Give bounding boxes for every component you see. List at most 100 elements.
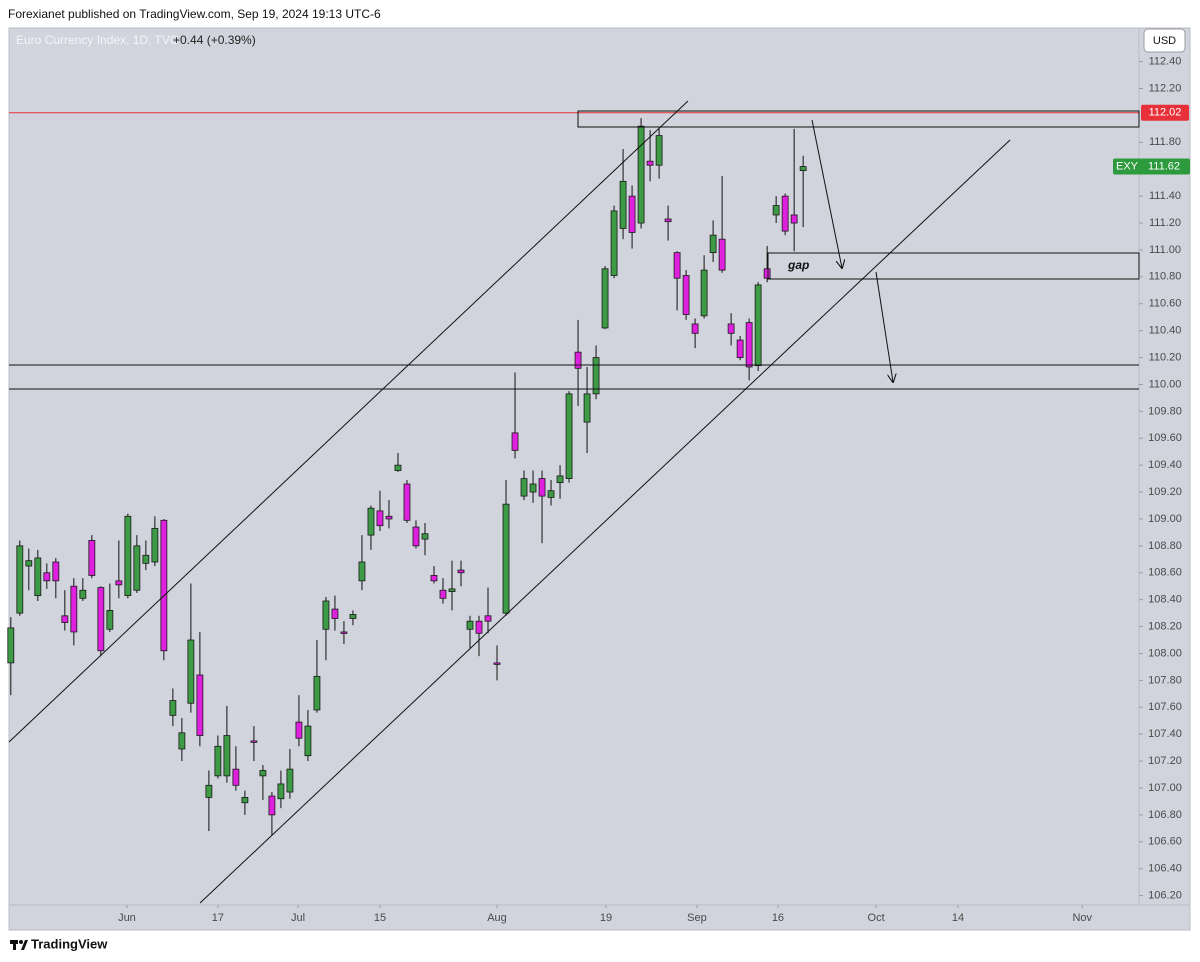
candle-body [727, 323, 735, 334]
y-tick-label: 109.20 [1148, 486, 1182, 498]
candle-body [592, 357, 600, 395]
candle-body [493, 662, 501, 665]
candle-body [547, 490, 555, 498]
channel-lower [199, 139, 1011, 904]
y-tick-label: 106.20 [1148, 889, 1182, 901]
candle-body [673, 252, 681, 279]
candle-body [34, 557, 42, 597]
candle-body [142, 554, 150, 564]
candle-body [52, 561, 60, 582]
candle-body [538, 478, 546, 497]
candle-body [115, 580, 123, 586]
arrow [875, 271, 893, 382]
candle-body [277, 783, 285, 800]
channel-upper [8, 100, 689, 743]
y-tick-label: 106.60 [1148, 836, 1182, 848]
logo-shape [19, 940, 23, 944]
high-level-label: 112.02 [1149, 107, 1182, 119]
candle-body [79, 589, 87, 599]
candle-body [88, 540, 96, 576]
candle-body [655, 135, 663, 166]
candle-body [520, 478, 528, 497]
y-tick-label: 107.80 [1148, 674, 1182, 686]
candle-body [61, 615, 69, 623]
candle-body [484, 615, 492, 622]
candle-body [295, 721, 303, 739]
candle-body [367, 507, 375, 536]
currency[interactable]: USD [1153, 35, 1176, 47]
candle-body [322, 600, 330, 630]
y-tick-label: 111.20 [1149, 217, 1181, 229]
x-tick-label: Oct [868, 912, 885, 924]
x-tick-label: Jul [291, 912, 305, 924]
candle-body [565, 393, 573, 480]
candle-body [313, 675, 321, 711]
y-tick-label: 107.00 [1148, 782, 1182, 794]
gap-zone [767, 252, 1140, 280]
candle-body [610, 210, 618, 276]
logo-shape [21, 940, 28, 950]
candle-body [25, 560, 33, 567]
y-tick-label: 112.40 [1149, 56, 1182, 68]
candle-body [187, 639, 195, 704]
y-tick-label: 110.60 [1149, 298, 1182, 310]
candle-body [196, 674, 204, 736]
candle-body [43, 572, 51, 582]
candle-body [178, 732, 186, 750]
candle-body [250, 740, 258, 743]
candle-body [349, 614, 357, 619]
y-tick-label: 109.40 [1148, 459, 1182, 471]
candle-body [385, 515, 393, 520]
candle-body [646, 160, 654, 166]
y-tick-label: 109.60 [1148, 432, 1182, 444]
candle-body [223, 735, 231, 777]
candle-body [799, 166, 807, 171]
candle-body [511, 432, 519, 451]
x-tick-label: 16 [772, 912, 784, 924]
candle-body [412, 526, 420, 547]
candle-body [466, 620, 474, 630]
candle-body [97, 587, 105, 652]
candle-body [430, 575, 438, 582]
y-tick-label: 110.80 [1149, 271, 1182, 283]
candle-body [619, 180, 627, 229]
candle-body [241, 796, 249, 804]
footer: TradingView [31, 936, 108, 951]
y-tick-label: 107.20 [1148, 755, 1182, 767]
drawings [8, 100, 1140, 904]
x-tick-label: 14 [952, 912, 964, 924]
candle-body [7, 627, 15, 664]
candle-body [394, 464, 402, 471]
candle-body [448, 588, 456, 592]
currency-button[interactable] [1143, 28, 1186, 53]
candle-body [214, 745, 222, 777]
logo-shape [13, 940, 16, 950]
gap-label: gap [787, 258, 809, 272]
candle-body [169, 700, 177, 716]
candle-body [124, 515, 132, 597]
y-tick-label: 111.40 [1149, 190, 1181, 202]
plot [7, 112, 1139, 836]
candle-body [790, 214, 798, 224]
y-tick-label: 107.40 [1148, 728, 1182, 740]
time-axis [9, 905, 1190, 930]
y-tick-label: 106.40 [1148, 863, 1182, 875]
candle-body [763, 268, 771, 279]
y-tick-label: 110.20 [1149, 351, 1182, 363]
candle-body [772, 205, 780, 216]
y-tick-label: 108.00 [1148, 647, 1182, 659]
candle-body [331, 608, 339, 619]
change: +0.44 (+0.39%) [173, 33, 256, 47]
y-tick-label: 108.80 [1148, 540, 1182, 552]
candle-body [457, 569, 465, 574]
y-tick-label: 109.80 [1148, 405, 1182, 417]
candle-body [160, 519, 168, 652]
candle-body [259, 770, 267, 777]
candle-body [637, 125, 645, 224]
candle-body [358, 561, 366, 582]
tradingview-logo [10, 940, 28, 950]
y-tick-label: 110.00 [1149, 378, 1182, 390]
candle-body [691, 323, 699, 334]
